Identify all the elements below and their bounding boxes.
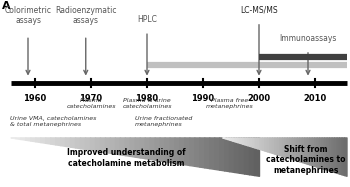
Text: 2010: 2010 [303, 94, 327, 103]
Text: Shift from
catecholamines to
metanephrines: Shift from catecholamines to metanephrin… [266, 145, 346, 175]
Text: Improved understanding of
catecholamine metabolism: Improved understanding of catecholamine … [67, 148, 185, 168]
Text: Urine fractionated
metanephrines: Urine fractionated metanephrines [135, 116, 192, 127]
Text: A: A [2, 1, 10, 11]
Text: 2000: 2000 [247, 94, 271, 103]
Text: 1960: 1960 [23, 94, 47, 103]
Text: Plasma free
metanephrines: Plasma free metanephrines [205, 98, 253, 109]
Text: 1990: 1990 [191, 94, 215, 103]
Text: 1970: 1970 [79, 94, 103, 103]
Text: HPLC: HPLC [137, 15, 157, 24]
Text: Urine VMA, catecholamines
& total metanephrines: Urine VMA, catecholamines & total metane… [10, 116, 97, 127]
Text: LC-MS/MS: LC-MS/MS [240, 6, 278, 15]
Text: 1980: 1980 [135, 94, 159, 103]
Text: Plasma & urine
catecholamines: Plasma & urine catecholamines [122, 98, 172, 109]
Text: Plasma
catecholamines: Plasma catecholamines [66, 98, 116, 109]
Text: Immunoassays: Immunoassays [279, 34, 337, 43]
Text: Colorimetric
assays: Colorimetric assays [5, 6, 51, 25]
Text: Radioenzymatic
assays: Radioenzymatic assays [55, 6, 117, 25]
